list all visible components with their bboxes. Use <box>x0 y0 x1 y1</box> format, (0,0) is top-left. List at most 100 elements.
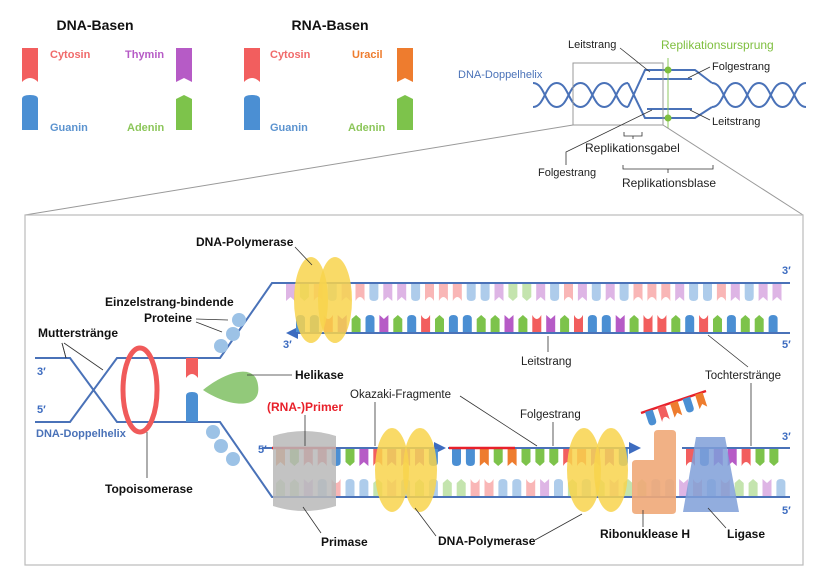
leader-line <box>294 246 313 266</box>
label-helix: DNA-Doppelhelix <box>36 428 127 440</box>
guanine-base <box>512 479 522 496</box>
single-strand-binding-proteins <box>206 313 246 466</box>
cytosine-base <box>657 315 667 332</box>
label-folgestrang: Folgestrang <box>520 409 581 421</box>
overview-helix-strands <box>532 69 807 119</box>
guanine-base <box>498 479 508 496</box>
adenine-base <box>671 315 681 332</box>
uracil-base <box>507 449 517 466</box>
guanine-base <box>726 315 736 332</box>
label-okazaki: Okazaki-Fragmente <box>350 389 451 401</box>
overview-leitstrang-bottom: Leitstrang <box>712 116 760 128</box>
adenine-base <box>713 315 722 332</box>
adenine-base <box>442 479 452 496</box>
cytosine-base <box>564 284 573 301</box>
thymine-base <box>494 284 504 301</box>
guanine-base <box>480 284 490 301</box>
gabel-bracket <box>623 132 643 139</box>
legend-dna-guanin: Guanin <box>50 122 88 134</box>
ssb-protein <box>214 439 228 453</box>
label-muttterstraenge: Mutterstränge <box>38 326 118 340</box>
thymine-base <box>379 315 389 332</box>
cytosine-base <box>452 284 462 301</box>
adenine-base <box>755 449 765 466</box>
leader-line <box>534 513 583 541</box>
adenine-base <box>176 95 192 130</box>
adenine-base <box>435 315 444 332</box>
overview-folgestrang-bottom: Folgestrang <box>538 167 596 179</box>
ssb-protein <box>226 327 240 341</box>
adenine-base <box>535 449 545 466</box>
cytosine-base <box>470 479 480 496</box>
adenine-base <box>734 479 744 496</box>
cytosine-base <box>661 284 671 301</box>
label-tochterstraenge: Tochterstränge <box>705 370 781 382</box>
adenine-base <box>508 284 518 301</box>
guanine-base <box>365 315 375 332</box>
guanine-base <box>744 284 754 301</box>
cytosine-base <box>244 48 260 82</box>
cytosine-base <box>186 358 198 378</box>
cytosine-base <box>421 315 431 332</box>
cytosine-base <box>526 479 536 496</box>
cytosine-base <box>574 315 583 332</box>
ligase <box>683 437 739 512</box>
adenine-base <box>521 449 531 466</box>
detail-diagram: DNA-Polymerase Einzelstrang-bindende Pro… <box>35 235 791 549</box>
origin-dot-bottom <box>664 114 672 122</box>
adenine-base <box>522 284 532 301</box>
topoisomerase <box>120 345 160 435</box>
end-left-5: 5′ <box>37 404 46 416</box>
legend-dna-thymin: Thymin <box>125 49 164 61</box>
thymine-base <box>679 479 689 496</box>
zoom-connector-right <box>662 124 804 216</box>
adenine-base <box>748 479 758 496</box>
legend-rna-adenin: Adenin <box>348 122 386 134</box>
leader-line <box>707 507 727 529</box>
guanine-base <box>619 284 629 301</box>
primase <box>273 431 336 511</box>
zoom-connector-left <box>24 124 574 216</box>
guanine-base <box>465 449 475 466</box>
guanine-base <box>685 315 695 332</box>
removed-primer <box>640 389 708 426</box>
overview-blase-label: Replikationsblase <box>622 176 716 190</box>
guanine-base <box>244 95 260 130</box>
thymine-base <box>675 284 685 301</box>
thymine-base <box>727 449 737 466</box>
guanine-base <box>689 284 699 301</box>
arrow-right-icon <box>629 442 641 454</box>
parent-strand-lower <box>35 357 790 498</box>
thymine-base <box>605 284 615 301</box>
leader-line <box>565 109 653 165</box>
end-bottom-right-5: 5′ <box>782 505 791 517</box>
cytosine-base <box>484 479 494 496</box>
thymine-base <box>758 284 768 301</box>
adenine-base <box>456 479 466 496</box>
guanine-base <box>682 396 694 413</box>
label-ribonuklease: Ribonuklease H <box>600 527 690 541</box>
adenine-base <box>769 449 779 466</box>
guanine-base <box>359 479 369 496</box>
adenine-base <box>397 95 413 130</box>
leader-line <box>195 318 229 321</box>
origin-dot-top <box>664 66 672 74</box>
ssb-protein <box>206 425 220 439</box>
label-ligase: Ligase <box>727 527 765 541</box>
guanine-base <box>186 392 198 422</box>
adenine-base <box>351 315 361 332</box>
overview-leitstrang-top: Leitstrang <box>568 39 616 51</box>
detail-panel <box>24 214 804 566</box>
guanine-base <box>448 315 458 332</box>
guanine-base <box>550 284 560 301</box>
dna-polymerase-bottom-2a <box>567 428 601 512</box>
leader-line <box>687 66 711 79</box>
overview-folgestrang-top: Folgestrang <box>712 61 770 73</box>
dna-polymerase-bottom-2b <box>594 428 628 512</box>
label-helikase: Helikase <box>295 368 344 382</box>
guanine-base <box>407 315 417 332</box>
helikase <box>203 371 259 404</box>
overview-helix-label: DNA-Doppelhelix <box>458 69 543 81</box>
cytosine-base <box>657 405 670 422</box>
